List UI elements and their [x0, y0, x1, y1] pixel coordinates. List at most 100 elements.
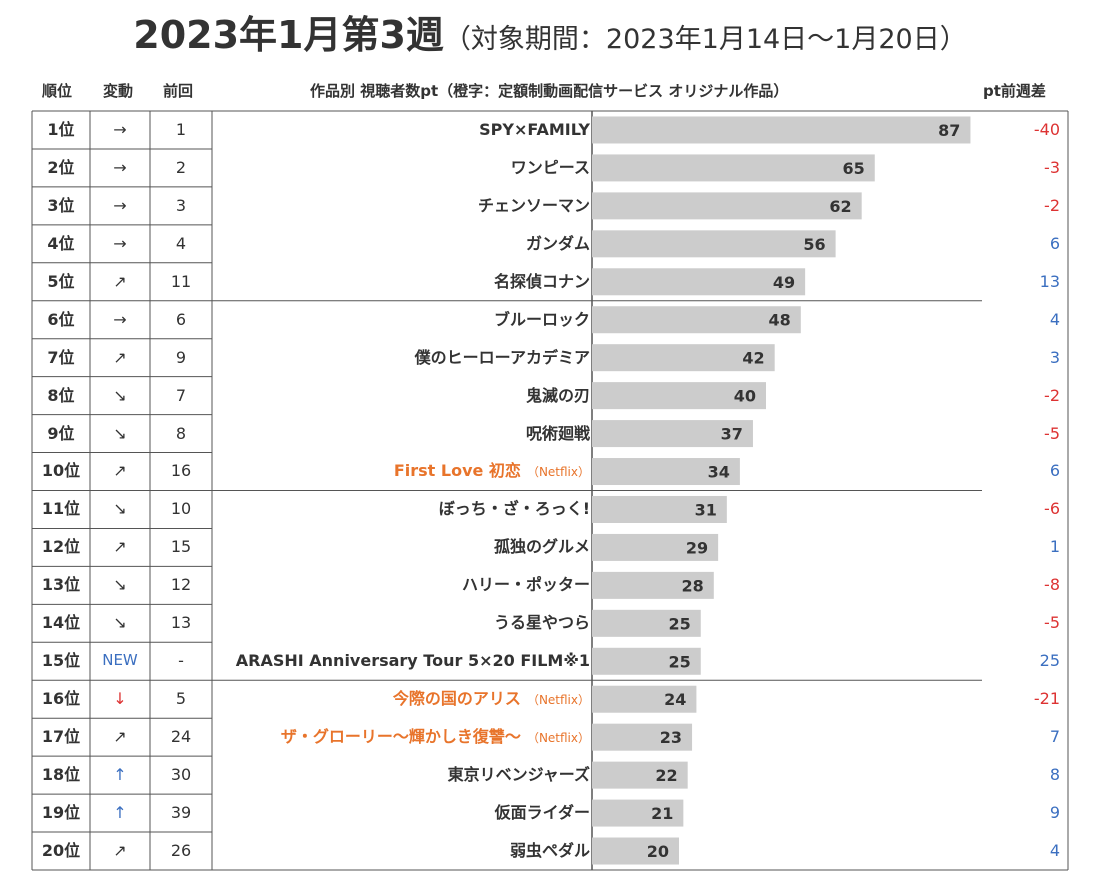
title-cell: うる星やつら	[494, 604, 590, 642]
diff-value: -2	[1044, 195, 1060, 215]
title-cell: 仮面ライダー	[495, 794, 590, 832]
title-cell: チェンソーマン	[478, 187, 590, 225]
previous-rank-cell: 8	[175, 423, 187, 443]
change-cell: →	[113, 233, 127, 253]
diff-value: -2	[1044, 385, 1060, 405]
title-name: ザ・グローリー～輝かしき復讐～	[280, 727, 521, 746]
bar	[592, 533, 719, 561]
chart-title: 2023年1月第3週（対象期間：2023年1月14日～1月20日）	[0, 4, 1100, 59]
bar	[592, 154, 875, 182]
header-change: 変動	[103, 82, 134, 100]
title-name: 東京リベンジャーズ	[447, 764, 590, 784]
rank-cell: 13位	[41, 575, 81, 595]
change-cell: ↘	[113, 423, 127, 443]
rank-cell: 14位	[41, 613, 81, 633]
rank-cell: 6位	[47, 309, 75, 329]
bar-value-label: 25	[668, 614, 690, 633]
diff-value: 9	[1049, 802, 1060, 822]
table-row: 8位 ↘ 7 鬼滅の刃 -2	[32, 377, 1068, 415]
title-cell: First Love 初恋 （Netflix）	[394, 452, 590, 490]
table-row: 13位 ↘ 12 ハリー・ポッター -8	[32, 566, 1068, 604]
rank-cell: 2位	[47, 157, 75, 177]
diff-value: 1	[1049, 537, 1060, 557]
title-cell: ザ・グローリー～輝かしき復讐～ （Netflix）	[281, 718, 590, 756]
title-name: うる星やつら	[493, 613, 590, 633]
previous-rank-cell: 24	[170, 727, 192, 746]
table-row: 6位 → 6 ブルーロック 4	[32, 301, 1068, 339]
title-cell: 弱虫ペダル	[510, 832, 590, 870]
table-row: 19位 ↑ 39 仮面ライダー 9	[32, 794, 1068, 832]
header-diff: pt前週差	[983, 82, 1046, 100]
previous-rank-cell: 12	[170, 575, 192, 595]
table-row: 11位 ↘ 10 ぼっち・ざ・ろっく! -6	[32, 490, 1068, 528]
title-cell: 東京リベンジャーズ	[448, 756, 590, 794]
bar	[592, 230, 836, 258]
title-name: 仮面ライダー	[494, 802, 590, 822]
title-name: 僕のヒーローアカデミア	[414, 347, 590, 367]
diff-value: 6	[1049, 461, 1060, 481]
change-cell: ↘	[113, 613, 127, 633]
diff-value: -3	[1044, 157, 1060, 177]
table-row: 17位 ↗ 24 ザ・グローリー～輝かしき復讐～ （Netflix） 7	[32, 718, 1068, 756]
diff-value: -8	[1044, 575, 1060, 595]
previous-rank-cell: 39	[170, 802, 192, 822]
bar-value-label: 48	[769, 311, 791, 330]
diff-value: 8	[1049, 764, 1060, 784]
change-cell: ↘	[113, 499, 127, 519]
rank-cell: 1位	[47, 120, 75, 139]
title-name: ハリー・ポッター	[461, 575, 590, 595]
change-cell: ↑	[113, 764, 127, 784]
bar	[592, 344, 775, 372]
rank-cell: 16位	[41, 689, 81, 709]
change-cell: ↘	[113, 385, 127, 405]
bar-value-label: 24	[664, 690, 686, 709]
platform-label: （Netflix）	[526, 731, 590, 745]
bar	[592, 495, 727, 523]
rank-cell: 9位	[47, 423, 75, 443]
title-cell: 呪術廻戦	[526, 415, 590, 453]
bar	[592, 761, 688, 789]
bar-value-label: 20	[647, 842, 669, 861]
title-cell: ブルーロック	[494, 301, 590, 339]
bar	[592, 268, 806, 296]
rank-cell: 3位	[47, 195, 75, 215]
change-cell: ↓	[113, 689, 127, 709]
diff-value: 25	[1039, 651, 1060, 671]
change-cell: ↗	[113, 347, 127, 367]
rank-cell: 5位	[47, 271, 75, 291]
platform-label: （Netflix）	[526, 465, 590, 480]
bar	[592, 647, 701, 675]
change-cell: ↗	[113, 271, 127, 291]
previous-rank-cell: 26	[170, 840, 192, 860]
title-name: First Love 初恋	[393, 461, 521, 481]
rank-cell: 11位	[41, 499, 81, 519]
table-row: 2位 → 2 ワンピース -3	[32, 149, 1068, 187]
previous-rank-cell: 30	[170, 764, 192, 784]
previous-rank-cell: -	[178, 651, 184, 671]
title-name: 呪術廻戦	[525, 423, 590, 443]
bar-value-label: 56	[803, 235, 825, 254]
rank-cell: 8位	[47, 385, 75, 405]
bar	[592, 837, 679, 865]
rank-cell: 18位	[41, 764, 81, 784]
title-name: ぼっち・ざ・ろっく!	[438, 499, 590, 519]
change-cell: ↗	[113, 840, 127, 860]
title-cell: 鬼滅の刃	[526, 377, 590, 415]
bar	[592, 458, 740, 486]
bar	[592, 116, 971, 144]
ranking-table: 1位 → 1 SPY×FAMILY -40 2位 → 2 ワンピース -3 3位 → 3 チェンソーマン -…	[32, 111, 1068, 870]
title-name: ARASHI Anniversary Tour 5×20 FILM※1	[235, 651, 590, 671]
previous-rank-cell: 13	[170, 613, 192, 633]
rank-cell: 7位	[47, 347, 75, 367]
diff-value: -40	[1033, 120, 1060, 139]
title-cell: 今際の国のアリス （Netflix）	[393, 680, 590, 718]
previous-rank-cell: 4	[175, 233, 187, 253]
bar	[592, 306, 801, 334]
change-cell: ↗	[113, 727, 127, 746]
bar	[592, 571, 714, 599]
title-name: ワンピース	[510, 157, 590, 177]
title-cell: SPY×FAMILY	[479, 111, 590, 149]
title-cell: ぼっち・ざ・ろっく!	[439, 490, 590, 528]
bar	[592, 420, 753, 448]
